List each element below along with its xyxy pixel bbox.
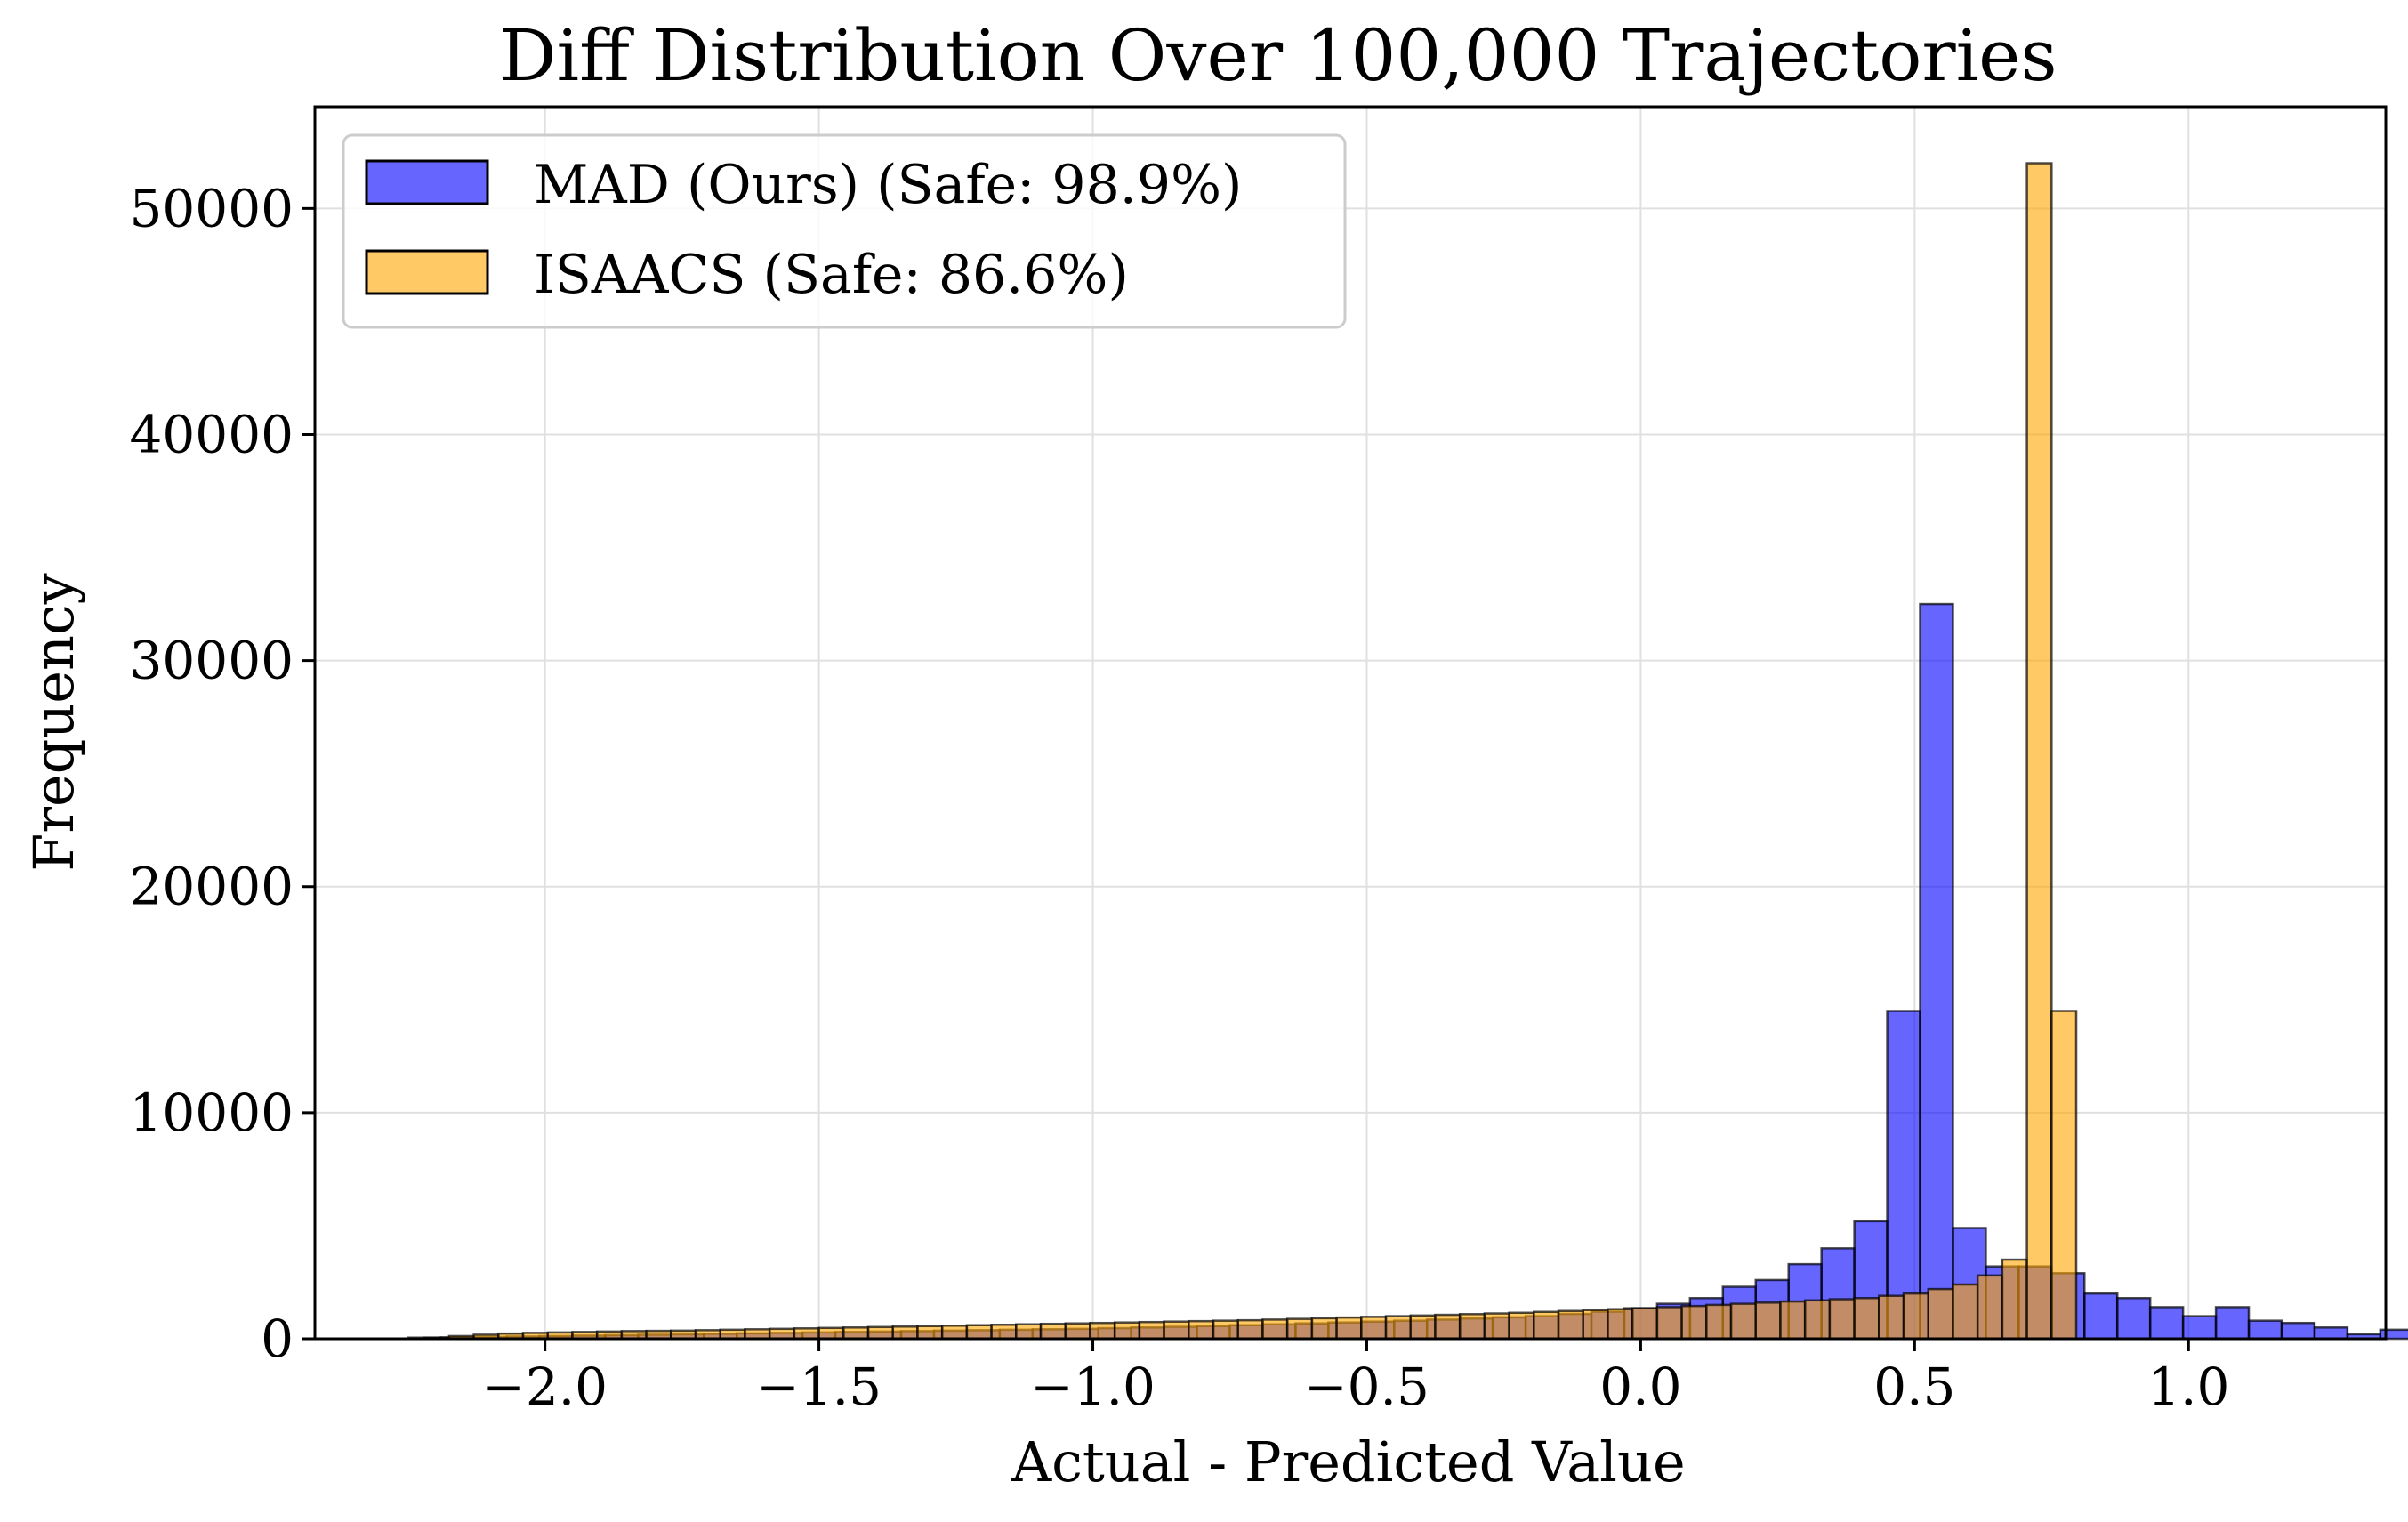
bar-isaacs [1236, 1318, 1264, 1341]
x-tick-label: −1.5 [756, 1357, 882, 1417]
bar-isaacs [891, 1325, 919, 1341]
x-axis-label: Actual - Predicted Value [1011, 1429, 1685, 1494]
bar-isaacs [1779, 1300, 1807, 1341]
bar-isaacs [1113, 1321, 1141, 1341]
bar-isaacs [1285, 1317, 1314, 1341]
bar-isaacs [1976, 1274, 2004, 1341]
bar-isaacs [1188, 1319, 1215, 1341]
bar-mad [2148, 1306, 2185, 1341]
x-tick-label: −1.0 [1030, 1357, 1156, 1417]
chart-title: Diff Distribution Over 100,000 Trajector… [499, 14, 2057, 97]
bar-isaacs [1631, 1307, 1659, 1341]
bar-mad [1919, 602, 1954, 1341]
bar-isaacs [744, 1328, 771, 1341]
bar-mad [2379, 1328, 2408, 1341]
bar-mad [2181, 1315, 2218, 1341]
bar-isaacs [1310, 1317, 1338, 1341]
bar-isaacs [1803, 1299, 1832, 1341]
y-tick-label: 40000 [129, 404, 294, 464]
y-tick-label: 10000 [129, 1083, 294, 1143]
x-tick-label: −0.5 [1304, 1357, 1429, 1417]
bar-isaacs [1064, 1322, 1091, 1341]
bar-isaacs [916, 1325, 944, 1341]
bar-isaacs [2025, 162, 2053, 1341]
legend-label-mad: MAD (Ours) (Safe: 98.9%) [534, 154, 1242, 216]
bar-isaacs [1902, 1292, 1929, 1341]
legend-swatch-isaacs [365, 249, 489, 295]
bar-isaacs [842, 1326, 870, 1341]
bar-isaacs [1483, 1312, 1510, 1341]
x-tick-label: 1.0 [2147, 1357, 2229, 1417]
legend: MAD (Ours) (Safe: 98.9%) ISAACS (Safe: 8… [342, 133, 1347, 329]
bar-isaacs [793, 1327, 820, 1341]
bar-isaacs [1508, 1311, 1535, 1341]
bar-isaacs [1557, 1309, 1584, 1341]
bar-mad [2214, 1306, 2251, 1341]
y-tick-label: 30000 [129, 631, 294, 691]
legend-box [342, 133, 1347, 329]
bar-isaacs [1754, 1301, 1782, 1341]
bar-mad [2313, 1326, 2349, 1341]
bar-mad [2247, 1319, 2283, 1341]
bar-isaacs [817, 1326, 845, 1341]
bar-mad [2115, 1297, 2152, 1341]
bar-isaacs [965, 1324, 993, 1341]
bar-isaacs [1533, 1310, 1560, 1341]
bar-isaacs [1927, 1287, 1954, 1341]
y-tick-label: 20000 [129, 857, 294, 917]
bar-isaacs [866, 1325, 894, 1341]
bar-isaacs [1089, 1321, 1116, 1341]
bar-isaacs [1729, 1302, 1757, 1341]
x-tick-label: −2.0 [482, 1357, 608, 1417]
x-tick-label: 0.0 [1599, 1357, 1681, 1417]
bar-isaacs [1853, 1297, 1880, 1341]
bar-isaacs [1655, 1306, 1683, 1341]
series-mad [407, 602, 2408, 1341]
bar-mad [2280, 1321, 2316, 1341]
legend-swatch-mad [365, 159, 489, 205]
bar-isaacs [1828, 1298, 1856, 1341]
bar-isaacs [1261, 1318, 1289, 1341]
bars [407, 162, 2408, 1341]
series-isaacs [423, 162, 2078, 1341]
bar-isaacs [1360, 1316, 1388, 1341]
bar-isaacs [1409, 1314, 1437, 1341]
bar-mad [1886, 1010, 1921, 1341]
bar-isaacs [1163, 1320, 1190, 1341]
bar-isaacs [1582, 1309, 1609, 1341]
y-tick-label: 0 [261, 1309, 294, 1369]
bar-isaacs [1212, 1319, 1239, 1341]
bar-isaacs [1384, 1315, 1412, 1341]
bar-isaacs [1335, 1316, 1363, 1341]
bar-isaacs [1705, 1303, 1733, 1341]
bar-isaacs [1607, 1308, 1634, 1341]
y-axis-label: Frequency [21, 573, 86, 871]
bar-isaacs [1680, 1304, 1708, 1341]
ticks: −2.0 −1.5 −1.0 −0.5 0.0 0.5 1.0 0 10000 20000 3000… [129, 178, 2229, 1417]
bar-mad [2083, 1292, 2119, 1341]
bar-isaacs [990, 1323, 1018, 1341]
bar-isaacs [768, 1327, 796, 1341]
bar-isaacs [1015, 1323, 1043, 1341]
x-tick-label: 0.5 [1873, 1357, 1955, 1417]
bar-isaacs [1434, 1313, 1462, 1341]
bar-isaacs [1039, 1322, 1067, 1341]
bar-isaacs [1458, 1313, 1486, 1341]
bar-isaacs [940, 1325, 969, 1341]
legend-label-isaacs: ISAACS (Safe: 86.6%) [534, 244, 1129, 306]
plot-frame [313, 105, 2388, 1341]
bar-isaacs [1878, 1294, 1905, 1341]
bar-isaacs [2001, 1258, 2028, 1341]
y-tick-label: 50000 [129, 178, 294, 238]
bar-isaacs [719, 1328, 746, 1341]
bar-isaacs [1952, 1283, 1979, 1341]
bar-isaacs [2050, 1010, 2078, 1341]
bar-isaacs [1138, 1320, 1165, 1341]
